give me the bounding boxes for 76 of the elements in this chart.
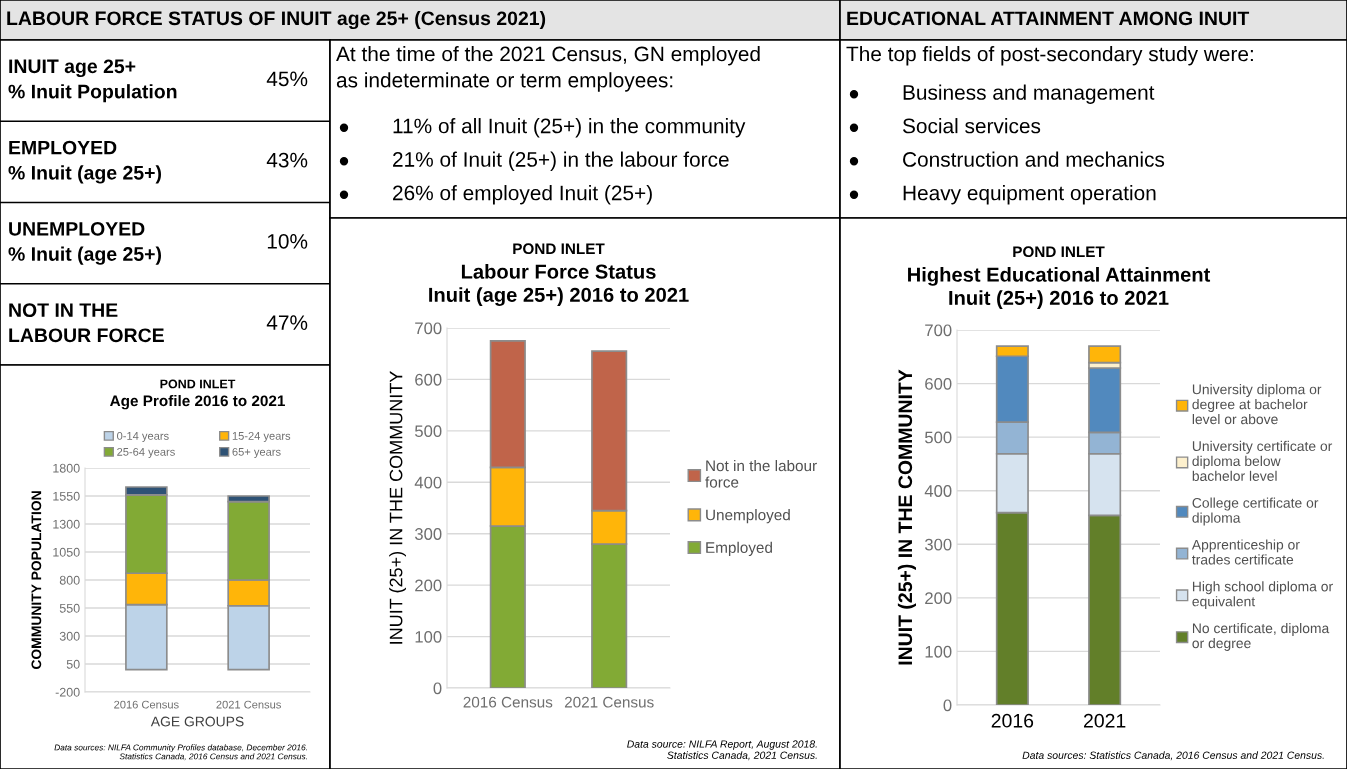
y-tick-label: 100 (925, 645, 952, 658)
legend-label: 65+ years (232, 447, 281, 458)
legend-label: 0-14 years (117, 431, 169, 443)
text: 43% (266, 152, 308, 168)
y-tick-label: 400 (414, 476, 442, 489)
x-tick-label: 2016 Census (114, 700, 179, 709)
y-tick-label: 700 (415, 322, 442, 335)
x-tick-label: 2021 Census (564, 696, 654, 708)
y-tick-label: 550 (59, 603, 80, 613)
y-tick-label: 1550 (53, 491, 80, 501)
text: The top fields of post-secondary study were: (846, 46, 1253, 66)
text: 21% of Inuit (25+) in the labour force (393, 151, 729, 171)
y-tick-label: 300 (414, 528, 442, 540)
y-tick-label: 500 (415, 425, 442, 438)
text: LABOUR FORCE STATUS OF INUIT age 25+ (Census 2021) (7, 10, 546, 30)
text: At the time of the 2021 Census, GN employed as indeterminate or term employees: (336, 46, 760, 92)
legend-label: Not in the labour force (705, 459, 817, 488)
legend-label: University diploma or degree at bachelor level or above (1192, 384, 1322, 425)
chart-subtitle: Labour Force Status Inuit (age 25+) 2016 to 2021 (429, 264, 689, 307)
y-tick-label: 50 (66, 659, 80, 669)
category-label: INUIT age 25+ % Inuit Population (8, 59, 177, 103)
y-tick-label: 1300 (53, 519, 80, 529)
chart-title: POND INLET (160, 379, 236, 389)
chart-subtitle: Age Profile 2016 to 2021 (110, 395, 285, 410)
legend-label: Unemployed (706, 509, 790, 524)
legend-label: High school diploma or equivalent (1192, 581, 1333, 610)
y-axis-title: INUIT (25+) IN THE COMMUNITY (897, 369, 916, 665)
legend-label: 25-64 years (117, 447, 175, 458)
y-tick-label: -200 (55, 687, 80, 697)
legend-label: 15-24 years (232, 431, 291, 443)
y-tick-label: 300 (59, 631, 80, 641)
text: EDUCATIONAL ATTAINMENT AMONG INUIT (847, 11, 1250, 26)
legend-label: Employed (706, 541, 772, 557)
text: Business and management (903, 84, 1155, 104)
chart-subtitle: Highest Educational Attainment Inuit (25+) 2016 to 2021 (908, 267, 1211, 310)
y-tick-label: 800 (59, 575, 80, 585)
x-tick-label: 2021 Census (216, 700, 281, 709)
y-tick-label: 1050 (53, 547, 80, 557)
category-label: NOT IN THE LABOUR FORCE (9, 303, 164, 343)
text: Data sources: NILFA Community Profiles database, December 2016. Statistics Canada, 2016 Census and 2021 Census. (54, 744, 307, 761)
y-tick-label: 100 (415, 630, 442, 643)
chart-title: POND INLET (1013, 246, 1105, 258)
legend-label: College certificate or diploma (1192, 497, 1319, 526)
text: Social services (902, 118, 1041, 134)
text: 47% (266, 315, 308, 330)
y-tick-label: 700 (925, 324, 952, 337)
y-tick-label: 0 (943, 699, 952, 712)
legend-label: University certificate or diploma below bachelor level (1192, 440, 1333, 481)
category-label: UNEMPLOYED % Inuit (age 25+) (8, 221, 161, 265)
text: Data sources: Statistics Canada, 2016 Census and 2021 Census. (1022, 751, 1324, 761)
x-tick-label: 2021 (1083, 713, 1126, 728)
text: 11% of all Inuit (25+) in the community (393, 118, 746, 138)
text: 45% (266, 71, 308, 87)
y-tick-label: 1800 (53, 463, 80, 473)
y-tick-label: 600 (925, 377, 952, 390)
legend-label: No certificate, diploma or degree (1192, 623, 1330, 651)
chart-title: POND INLET (513, 243, 605, 255)
y-axis-title: COMMUNITY POPULATION (31, 491, 42, 670)
category-label: EMPLOYED % Inuit (age 25+) (8, 140, 161, 184)
legend-label: Apprenticeship or trades certificate (1191, 539, 1300, 565)
y-tick-label: 0 (433, 682, 442, 695)
x-tick-label: 2016 (991, 713, 1034, 728)
y-tick-label: 600 (415, 373, 442, 386)
y-axis-title: INUIT (25+) IN THE COMMUNITY (389, 371, 406, 644)
y-tick-label: 200 (925, 592, 952, 605)
text: 26% of employed Inuit (25+) (393, 185, 652, 205)
text: Construction and mechanics (903, 151, 1165, 167)
y-tick-label: 400 (924, 485, 952, 497)
y-tick-label: 200 (415, 579, 442, 592)
y-tick-label: 300 (924, 538, 952, 551)
source-note: Data source: NILFA Report, August 2018. Statistics Canada, 2021 Census. (627, 740, 817, 761)
x-axis-title: AGE GROUPS (150, 716, 244, 727)
text: 10% (267, 233, 308, 249)
text: Heavy equipment operation (903, 185, 1156, 205)
x-tick-label: 2016 Census (463, 696, 553, 708)
y-tick-label: 500 (925, 431, 952, 444)
